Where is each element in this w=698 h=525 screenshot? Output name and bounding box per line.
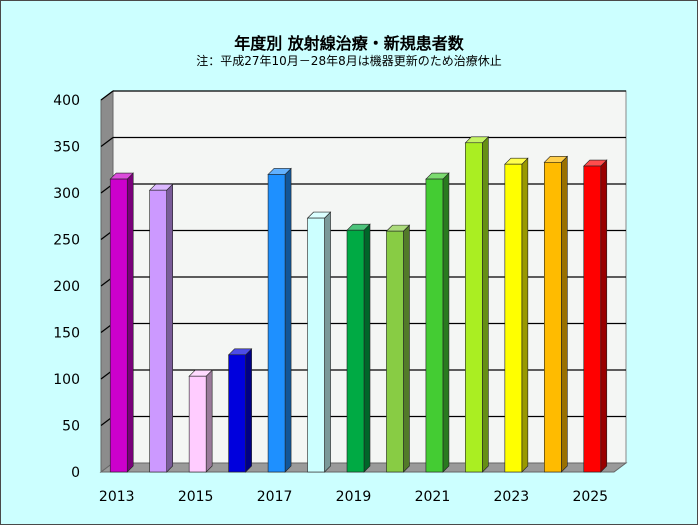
x-tick-label-2019: 2019 (336, 489, 372, 505)
y-tick-label-0: 0 (71, 465, 80, 481)
bar-side-2016 (245, 348, 252, 473)
bar-side-2025 (600, 159, 608, 473)
bar-2023 (504, 163, 523, 473)
chart-title: 年度別 放射線治療・新規患者数 (234, 34, 464, 53)
bar-2022 (465, 142, 483, 473)
bar-side-2017 (284, 167, 292, 473)
bar-side-2024 (561, 155, 568, 473)
y-tick-label-150: 150 (53, 326, 80, 342)
bar-2013 (109, 178, 128, 473)
bar-side-2021 (442, 172, 450, 473)
y-tick-label-200: 200 (53, 279, 80, 295)
y-tick-label-100: 100 (53, 372, 80, 388)
bar-2016 (228, 354, 246, 473)
bar-side-2018 (324, 211, 331, 473)
bar-2024 (544, 162, 562, 473)
bar-2025 (583, 165, 602, 473)
gridline-side-350 (100, 137, 114, 147)
chart-subtitle: 注：平成27年10月－28年8月は機器更新のため治療休止 (196, 54, 502, 68)
bar-2021 (425, 178, 444, 473)
x-tick-label-2015: 2015 (178, 489, 214, 505)
bar-side-2013 (126, 172, 134, 473)
y-tick-label-250: 250 (53, 233, 80, 249)
x-tick-label-2021: 2021 (415, 489, 451, 505)
x-tick-label-2023: 2023 (494, 489, 530, 505)
bar-side-2023 (521, 157, 529, 473)
bar-side-2019 (363, 223, 371, 473)
bar-side-2014 (166, 183, 173, 473)
bar-2015 (188, 375, 207, 473)
bar-2019 (346, 229, 365, 473)
y-tick-label-50: 50 (62, 419, 80, 435)
x-tick-label-2013: 2013 (99, 489, 135, 505)
y-tick-label-400: 400 (53, 93, 80, 109)
bar-side-2015 (205, 369, 213, 473)
bar-2014 (149, 189, 167, 473)
bar-2017 (267, 174, 286, 473)
gridline-side-400 (100, 90, 114, 101)
y-tick-label-350: 350 (53, 140, 80, 156)
x-tick-label-2025: 2025 (572, 489, 608, 505)
bar-side-2022 (482, 136, 489, 473)
y-tick-label-300: 300 (53, 186, 80, 202)
bar-side-2020 (403, 224, 410, 473)
bar-2018 (307, 217, 325, 473)
x-tick-label-2017: 2017 (257, 489, 293, 505)
bar-2020 (386, 230, 404, 473)
